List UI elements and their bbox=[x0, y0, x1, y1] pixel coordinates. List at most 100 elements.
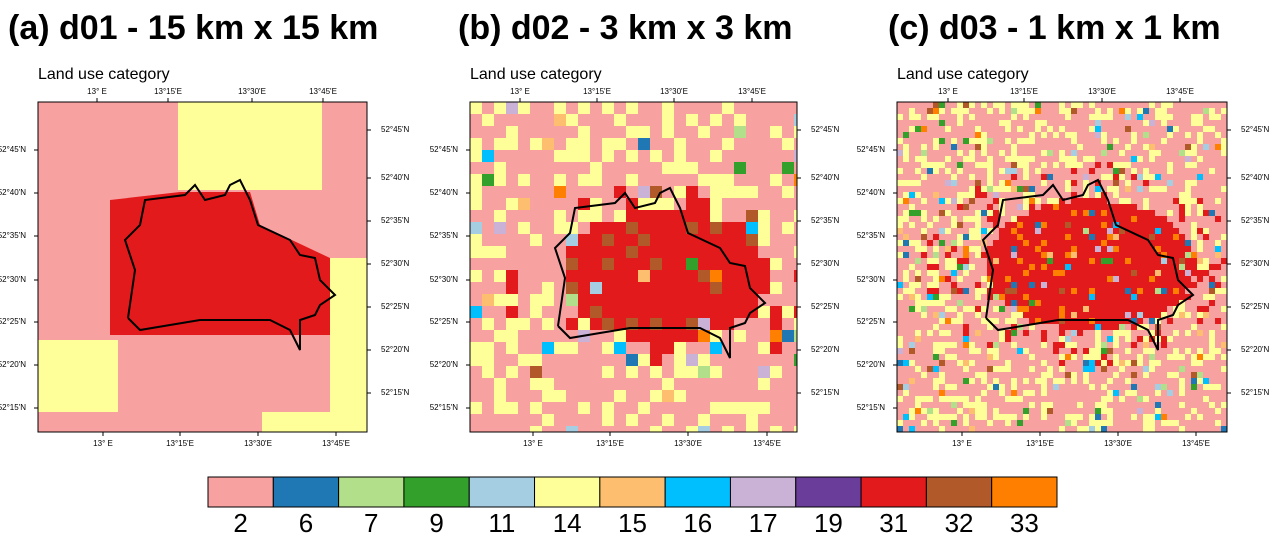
cell bbox=[1125, 312, 1131, 318]
cell bbox=[1071, 204, 1077, 210]
cell bbox=[975, 306, 981, 312]
cell bbox=[921, 396, 927, 402]
cell bbox=[927, 240, 933, 246]
cell bbox=[957, 102, 963, 108]
cell bbox=[650, 426, 662, 432]
cell bbox=[951, 354, 957, 360]
cell bbox=[987, 324, 993, 330]
cell bbox=[1083, 312, 1089, 318]
cell bbox=[1065, 216, 1071, 222]
cell bbox=[1131, 324, 1137, 330]
right-tick-label: 52°15'N bbox=[811, 388, 840, 397]
cell bbox=[542, 138, 554, 150]
cell bbox=[1143, 348, 1149, 354]
cell bbox=[770, 426, 782, 432]
cell bbox=[1167, 258, 1173, 264]
cell bbox=[1101, 210, 1107, 216]
cell bbox=[686, 186, 698, 198]
cell bbox=[921, 156, 927, 162]
cell bbox=[957, 276, 963, 282]
cell bbox=[1065, 228, 1071, 234]
cell bbox=[1101, 384, 1107, 390]
cell bbox=[1113, 372, 1119, 378]
cell bbox=[1047, 210, 1053, 216]
cell bbox=[957, 234, 963, 240]
cell bbox=[1017, 270, 1023, 276]
cell bbox=[933, 312, 939, 318]
cell bbox=[638, 138, 650, 150]
cell bbox=[1191, 228, 1197, 234]
cell bbox=[945, 126, 951, 132]
cell bbox=[939, 138, 945, 144]
cell bbox=[951, 198, 957, 204]
cell bbox=[1131, 132, 1137, 138]
cell bbox=[1083, 240, 1089, 246]
cell bbox=[999, 258, 1005, 264]
cell bbox=[1071, 348, 1077, 354]
cell bbox=[470, 174, 482, 186]
cell bbox=[1023, 288, 1029, 294]
cell bbox=[975, 228, 981, 234]
cell bbox=[1149, 288, 1155, 294]
cell bbox=[909, 426, 915, 432]
cell bbox=[981, 414, 987, 420]
cell bbox=[957, 318, 963, 324]
cell bbox=[578, 294, 590, 306]
cell bbox=[710, 186, 722, 198]
cell bbox=[1059, 294, 1065, 300]
cell bbox=[1101, 234, 1107, 240]
cell bbox=[933, 264, 939, 270]
bottom-tick-label: 13° E bbox=[523, 439, 543, 448]
cell bbox=[1005, 330, 1011, 336]
cell bbox=[945, 384, 951, 390]
cell bbox=[470, 102, 482, 114]
cell bbox=[939, 414, 945, 420]
cell bbox=[1167, 180, 1173, 186]
cell bbox=[782, 330, 794, 342]
cell bbox=[530, 138, 542, 150]
cell bbox=[1143, 108, 1149, 114]
cell bbox=[999, 234, 1005, 240]
cell bbox=[506, 270, 518, 282]
cell bbox=[1083, 282, 1089, 288]
cell bbox=[1119, 198, 1125, 204]
cell bbox=[1089, 312, 1095, 318]
cell bbox=[1209, 126, 1215, 132]
cell bbox=[975, 192, 981, 198]
cell bbox=[1017, 252, 1023, 258]
cell bbox=[1221, 402, 1227, 408]
cell bbox=[1101, 360, 1107, 366]
cell bbox=[1071, 264, 1077, 270]
cell bbox=[1209, 282, 1215, 288]
cell bbox=[686, 114, 698, 126]
cell bbox=[1107, 336, 1113, 342]
cell bbox=[1011, 270, 1017, 276]
cell bbox=[945, 318, 951, 324]
cell bbox=[1059, 426, 1065, 432]
cell bbox=[1125, 240, 1131, 246]
cell bbox=[1125, 258, 1131, 264]
cell bbox=[1023, 378, 1029, 384]
cell bbox=[1161, 276, 1167, 282]
cell bbox=[614, 246, 626, 258]
cell bbox=[1203, 396, 1209, 402]
cell bbox=[999, 246, 1005, 252]
cell bbox=[921, 246, 927, 252]
cell bbox=[987, 384, 993, 390]
cell bbox=[1197, 138, 1203, 144]
cell bbox=[963, 156, 969, 162]
cell bbox=[650, 198, 662, 210]
cell bbox=[1119, 252, 1125, 258]
cell bbox=[999, 102, 1005, 108]
cell bbox=[927, 288, 933, 294]
cell bbox=[1101, 348, 1107, 354]
cell bbox=[975, 252, 981, 258]
cell bbox=[939, 162, 945, 168]
cell bbox=[939, 312, 945, 318]
cell bbox=[1083, 216, 1089, 222]
cell bbox=[1101, 258, 1107, 264]
cell bbox=[710, 174, 722, 186]
cell bbox=[1173, 228, 1179, 234]
cell bbox=[1215, 198, 1221, 204]
cell bbox=[987, 264, 993, 270]
